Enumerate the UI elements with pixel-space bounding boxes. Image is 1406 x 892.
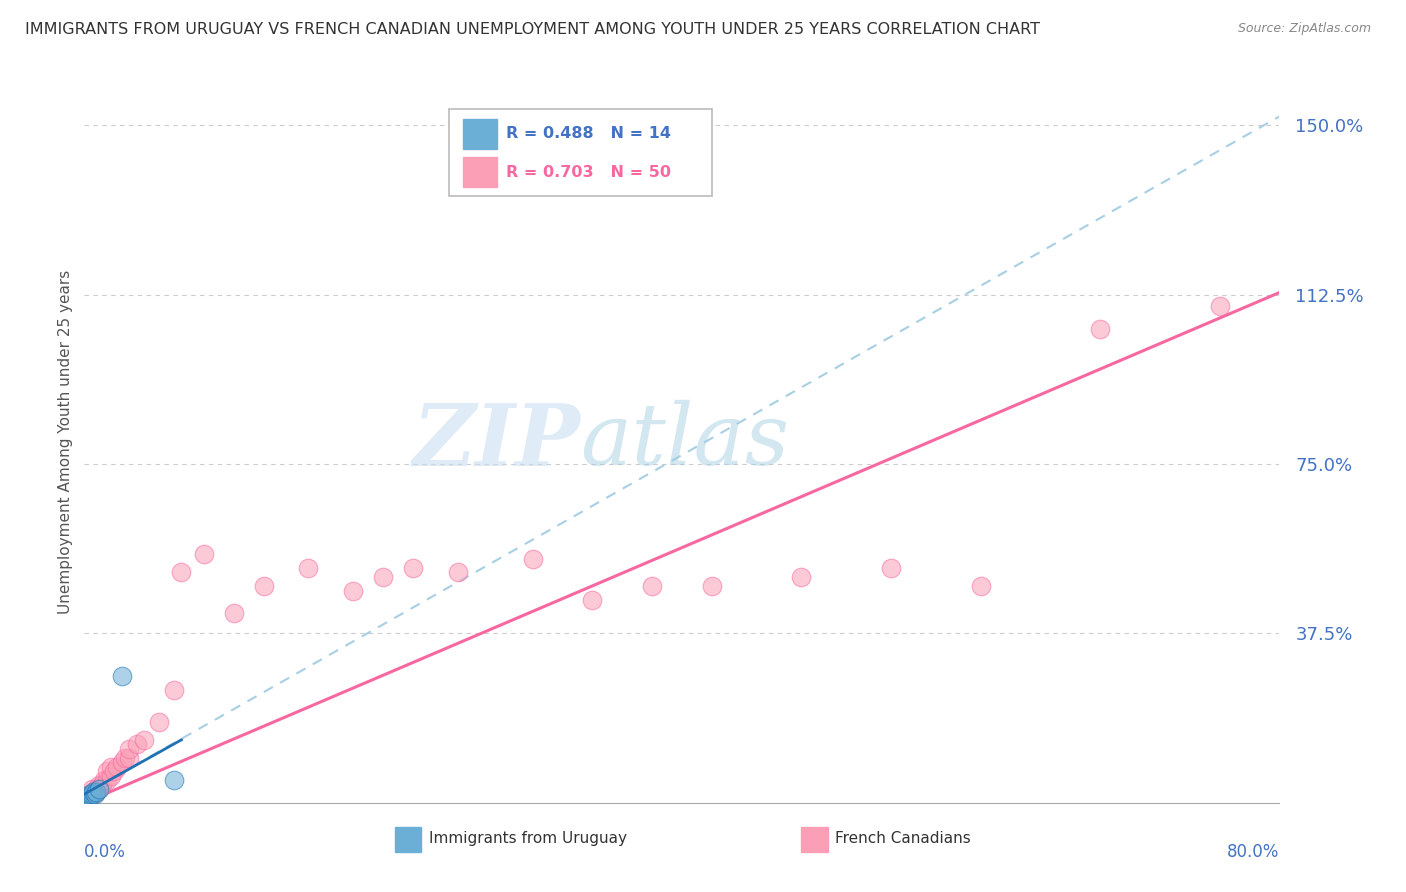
Point [193, 548, 215, 562]
Point [76, 791, 98, 805]
Point [163, 682, 186, 697]
Bar [463, 119, 496, 149]
Text: Immigrants from Uruguay: Immigrants from Uruguay [429, 831, 627, 847]
Point [103, 764, 125, 779]
Text: 80.0%: 80.0% [1227, 843, 1279, 861]
Point [80, 787, 103, 801]
Bar [395, 827, 422, 852]
Point [79, 787, 101, 801]
Point [253, 579, 276, 593]
Point [80, 787, 103, 801]
Y-axis label: Unemployment Among Youth under 25 years: Unemployment Among Youth under 25 years [58, 269, 73, 614]
Text: R = 0.488   N = 14: R = 0.488 N = 14 [506, 127, 671, 141]
Point [75, 793, 97, 807]
Point [83, 787, 105, 801]
Point [641, 579, 664, 593]
Point [77, 790, 100, 805]
Point [75, 793, 97, 807]
Text: 0.0%: 0.0% [84, 843, 127, 861]
Point [132, 732, 156, 747]
Point [96, 764, 118, 779]
Point [163, 773, 186, 788]
Point [111, 755, 134, 769]
Point [79, 789, 101, 803]
Point [89, 782, 111, 797]
Text: R = 0.703   N = 50: R = 0.703 N = 50 [506, 164, 671, 179]
Point [76, 792, 98, 806]
Bar [463, 157, 496, 187]
Point [83, 784, 105, 798]
Point [447, 566, 470, 580]
Point [77, 789, 100, 803]
Point [100, 769, 122, 783]
Point [89, 778, 111, 792]
Point [790, 570, 813, 584]
Bar [801, 827, 828, 852]
Point [700, 579, 723, 593]
Point [342, 583, 364, 598]
Point [80, 782, 103, 797]
Point [880, 561, 903, 575]
Point [222, 606, 245, 620]
Point [111, 669, 134, 683]
Point [581, 592, 603, 607]
Point [373, 570, 395, 584]
Point [148, 714, 170, 729]
Point [87, 782, 110, 797]
Point [96, 773, 118, 788]
Point [79, 789, 101, 803]
Point [105, 760, 128, 774]
Point [1090, 321, 1112, 335]
Point [297, 561, 319, 575]
Point [118, 741, 141, 756]
Text: atlas: atlas [581, 401, 789, 483]
Point [77, 791, 100, 805]
Point [100, 760, 122, 774]
Point [118, 750, 141, 764]
Point [970, 579, 993, 593]
FancyBboxPatch shape [449, 109, 711, 196]
Point [76, 789, 98, 803]
Point [77, 791, 100, 805]
Point [114, 750, 136, 764]
Point [79, 787, 101, 801]
Text: French Canadians: French Canadians [835, 831, 970, 847]
Point [1209, 299, 1232, 313]
Point [82, 787, 104, 801]
Point [86, 784, 108, 798]
Text: Source: ZipAtlas.com: Source: ZipAtlas.com [1237, 22, 1371, 36]
Point [93, 773, 115, 788]
Point [86, 782, 108, 797]
Point [125, 737, 148, 751]
Point [522, 552, 544, 566]
Text: ZIP: ZIP [412, 400, 581, 483]
Point [76, 791, 98, 805]
Point [82, 784, 104, 798]
Point [91, 778, 114, 792]
Point [402, 561, 425, 575]
Point [75, 791, 97, 805]
Point [170, 566, 193, 580]
Text: IMMIGRANTS FROM URUGUAY VS FRENCH CANADIAN UNEMPLOYMENT AMONG YOUTH UNDER 25 YEA: IMMIGRANTS FROM URUGUAY VS FRENCH CANADI… [25, 22, 1040, 37]
Point [89, 782, 111, 797]
